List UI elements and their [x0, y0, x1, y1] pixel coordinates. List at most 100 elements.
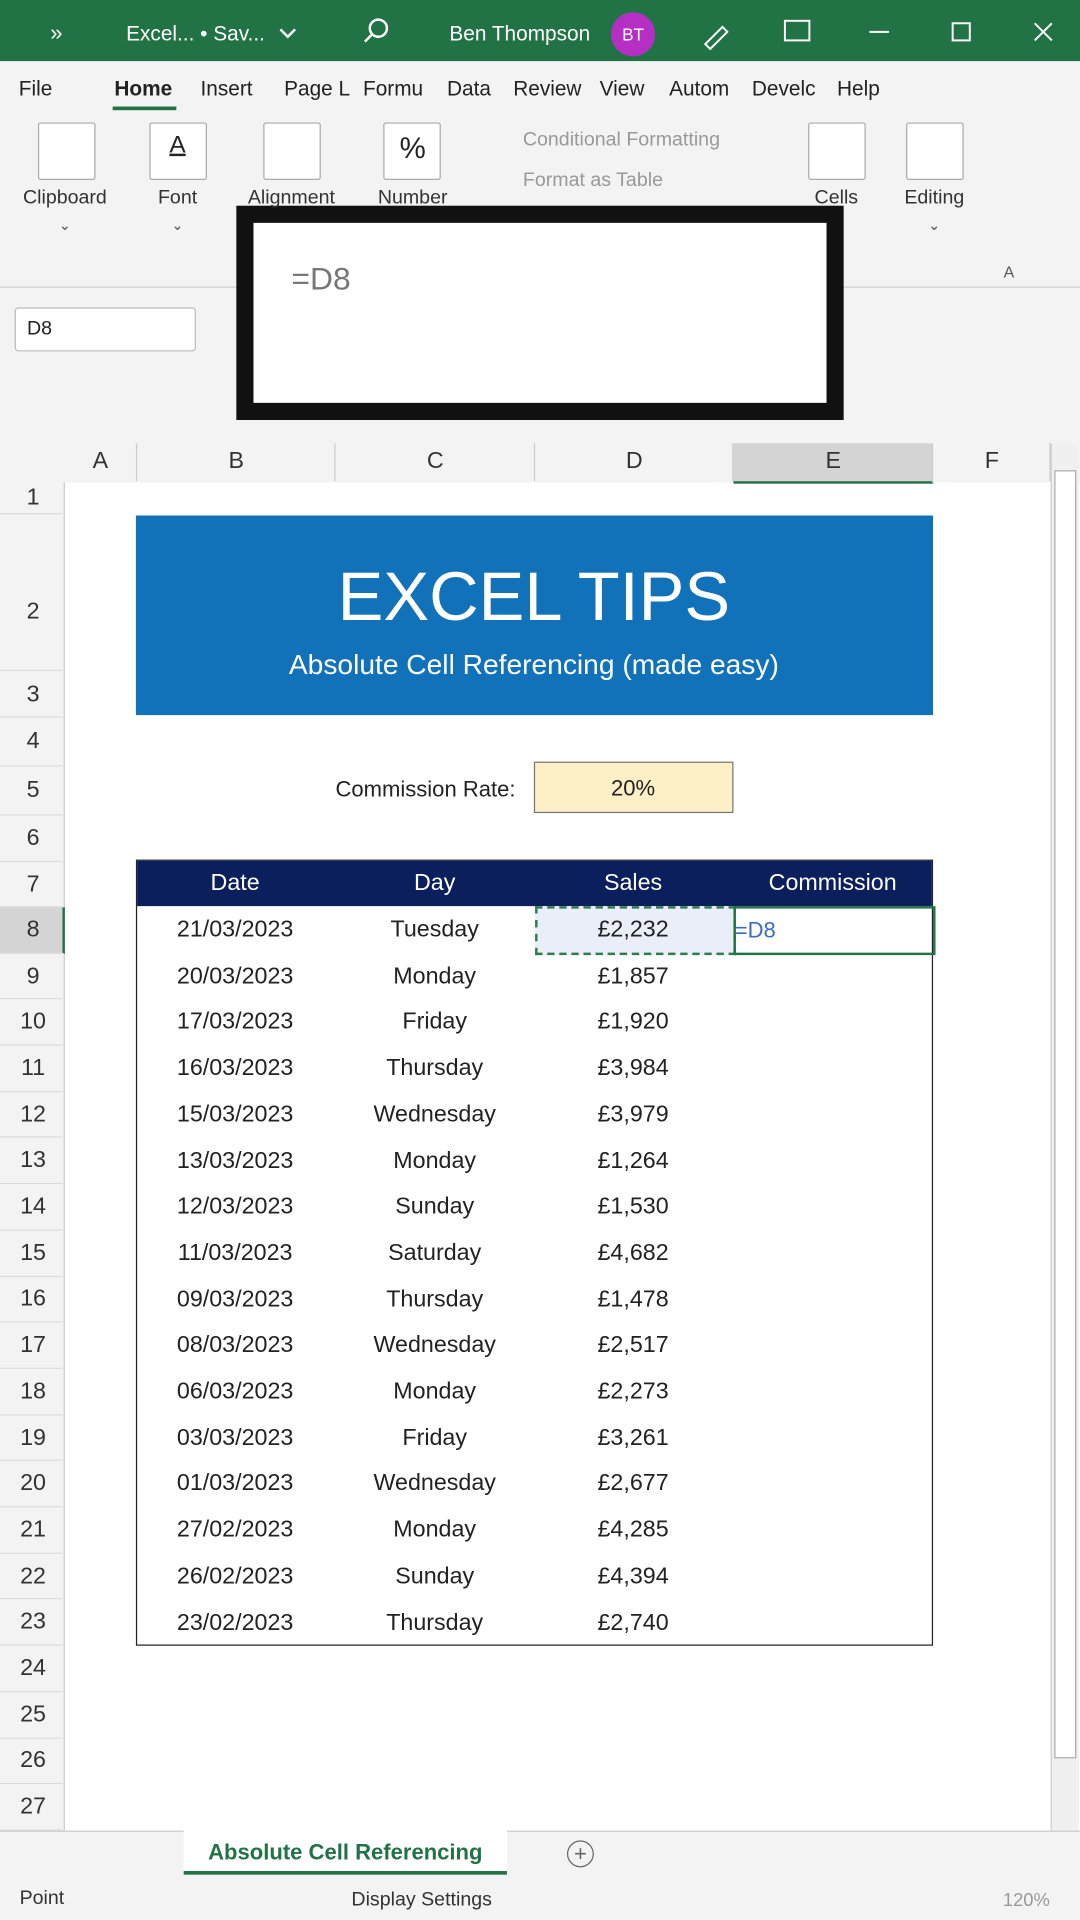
group-icon[interactable] — [906, 122, 964, 181]
table-cell[interactable]: £2,273 — [597, 1378, 669, 1405]
file-name[interactable]: Excel... • Sav... — [126, 22, 265, 46]
table-cell[interactable]: £2,517 — [597, 1332, 669, 1359]
group-label[interactable]: Number — [377, 187, 448, 209]
row-header[interactable] — [0, 1230, 63, 1277]
row-header[interactable] — [0, 671, 63, 718]
row-header[interactable] — [0, 1784, 63, 1831]
group-icon[interactable] — [383, 122, 441, 181]
column-header[interactable] — [535, 443, 734, 482]
table-cell[interactable]: 27/02/2023 — [176, 1517, 294, 1543]
row-header[interactable] — [0, 1323, 63, 1369]
group-icon[interactable] — [808, 122, 866, 181]
column-header[interactable] — [336, 443, 536, 482]
table-cell[interactable]: Sunday — [395, 1563, 475, 1590]
ribbon-tab[interactable]: Develc — [751, 77, 816, 101]
row-header[interactable] — [0, 1738, 63, 1785]
table-cell[interactable]: 21/03/2023 — [176, 917, 294, 943]
row-header[interactable] — [0, 1000, 63, 1046]
name-box[interactable] — [14, 307, 196, 352]
table-cell[interactable]: £3,984 — [597, 1055, 669, 1082]
table-cell[interactable]: Wednesday — [373, 1101, 496, 1128]
row-header[interactable] — [0, 1138, 63, 1185]
ribbon-tab[interactable]: Insert — [200, 77, 253, 101]
row-header[interactable] — [0, 1554, 63, 1600]
row-header[interactable] — [0, 1600, 63, 1646]
table-cell[interactable]: £1,920 — [597, 1009, 669, 1036]
row-header[interactable] — [0, 514, 63, 672]
table-cell[interactable]: 23/02/2023 — [176, 1609, 294, 1636]
column-header[interactable] — [137, 443, 336, 482]
group-icon[interactable] — [37, 122, 96, 181]
ribbon-tab[interactable]: Data — [446, 77, 491, 101]
ribbon-tab[interactable]: Review — [513, 77, 582, 101]
table-cell[interactable]: 03/03/2023 — [176, 1424, 294, 1451]
row-header[interactable] — [0, 1507, 63, 1554]
row-header[interactable] — [0, 1646, 63, 1693]
row-header[interactable] — [0, 718, 63, 767]
table-cell[interactable]: 01/03/2023 — [176, 1471, 294, 1497]
table-cell[interactable]: 15/03/2023 — [176, 1101, 294, 1128]
v-thumb[interactable] — [1054, 470, 1077, 1759]
status-zoom[interactable]: 120% — [1002, 1890, 1050, 1911]
table-cell[interactable]: 06/03/2023 — [176, 1378, 294, 1405]
copy-cell[interactable] — [535, 906, 736, 956]
table-cell[interactable]: 17/03/2023 — [176, 1009, 294, 1036]
table-cell[interactable]: 12/03/2023 — [176, 1194, 294, 1220]
styles-item[interactable]: Format as Table — [522, 170, 663, 192]
table-cell[interactable]: Monday — [393, 1517, 477, 1543]
table-cell[interactable]: 26/02/2023 — [176, 1563, 294, 1590]
table-cell[interactable]: Sunday — [395, 1194, 475, 1220]
table-cell[interactable]: £4,682 — [597, 1240, 669, 1266]
table-cell[interactable]: £4,394 — [597, 1563, 669, 1590]
sheet-tab-text[interactable]: Absolute Cell Referencing — [208, 1839, 483, 1865]
ribbon-tab[interactable]: View — [599, 77, 645, 101]
table-cell[interactable]: £2,740 — [597, 1609, 669, 1636]
row-header[interactable] — [0, 1369, 63, 1416]
table-cell[interactable]: £1,857 — [597, 963, 669, 990]
table-cell[interactable]: £2,677 — [597, 1471, 669, 1497]
row-header[interactable] — [0, 1415, 63, 1462]
group-icon[interactable] — [263, 122, 321, 181]
rate-cell[interactable] — [533, 761, 734, 814]
table-cell[interactable]: Friday — [402, 1424, 468, 1451]
table-cell[interactable]: Monday — [393, 1147, 477, 1174]
row-header[interactable] — [0, 1461, 63, 1508]
table-cell[interactable]: 09/03/2023 — [176, 1286, 294, 1313]
table-cell[interactable]: 20/03/2023 — [176, 963, 294, 990]
table-cell[interactable]: Thursday — [386, 1055, 484, 1082]
table-cell[interactable]: Wednesday — [373, 1332, 496, 1359]
table-cell[interactable]: Monday — [393, 963, 477, 990]
ribbon-tab[interactable]: Help — [836, 77, 880, 101]
ribbon-tab[interactable]: Autom — [669, 77, 730, 101]
styles-item[interactable]: Conditional Formatting — [522, 129, 720, 151]
table-cell[interactable]: 13/03/2023 — [176, 1147, 294, 1174]
ribbon-tab[interactable]: File — [18, 77, 53, 101]
group-icon[interactable] — [149, 122, 207, 181]
ribbon-tab[interactable]: Formu — [362, 77, 424, 101]
row-header[interactable] — [0, 1277, 63, 1323]
column-header[interactable] — [64, 443, 138, 482]
table-cell[interactable]: Saturday — [388, 1240, 482, 1266]
group-label[interactable]: Font — [157, 187, 198, 209]
add-sheet[interactable]: + — [566, 1840, 594, 1868]
ribbon-tab[interactable]: Home — [114, 77, 173, 101]
table-cell[interactable]: 16/03/2023 — [176, 1055, 294, 1082]
table-cell[interactable]: Monday — [393, 1378, 477, 1405]
row-header[interactable] — [0, 767, 63, 816]
group-label[interactable]: Cells — [814, 187, 859, 209]
group-label[interactable]: Alignment — [247, 187, 335, 209]
status-display[interactable]: Display Settings — [351, 1889, 492, 1911]
table-cell[interactable]: Friday — [402, 1009, 468, 1036]
group-label[interactable]: Clipboard — [22, 187, 107, 209]
table-cell[interactable]: 08/03/2023 — [176, 1332, 294, 1359]
table-cell[interactable]: £3,979 — [597, 1101, 669, 1128]
table-cell[interactable]: £3,261 — [597, 1424, 669, 1451]
sheet-tab[interactable] — [183, 1830, 507, 1875]
row-header[interactable] — [0, 1046, 63, 1092]
column-header[interactable] — [733, 443, 934, 484]
table-cell[interactable]: £1,264 — [597, 1147, 669, 1174]
overflow[interactable]: » — [50, 20, 63, 45]
row-header[interactable] — [0, 816, 63, 863]
table-cell[interactable]: Tuesday — [390, 917, 479, 943]
row-header[interactable] — [0, 482, 63, 515]
